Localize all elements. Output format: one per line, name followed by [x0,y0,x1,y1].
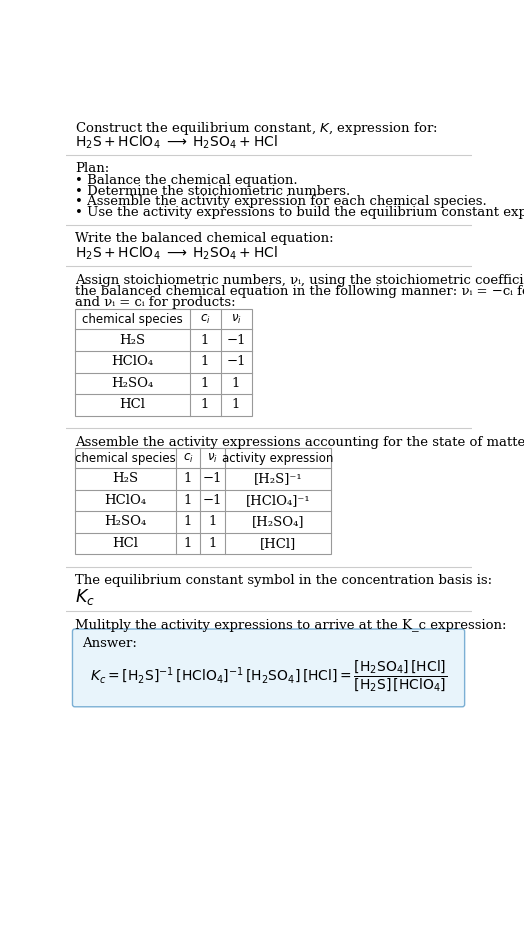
Text: −1: −1 [226,334,246,346]
Text: $\mathrm{H_2S + HClO_4 \;\longrightarrow\; H_2SO_4 + HCl}$: $\mathrm{H_2S + HClO_4 \;\longrightarrow… [75,245,278,262]
Text: HCl: HCl [119,399,145,412]
Text: activity expression: activity expression [222,452,334,465]
Text: $\nu_i$: $\nu_i$ [208,452,218,465]
Text: $c_i$: $c_i$ [182,452,193,465]
Text: 1: 1 [184,493,192,507]
Text: $\nu_i$: $\nu_i$ [231,313,242,326]
Text: −1: −1 [203,493,223,507]
Text: H₂SO₄: H₂SO₄ [104,515,146,529]
Text: $c_i$: $c_i$ [200,313,210,326]
Text: Plan:: Plan: [75,162,109,176]
Text: Mulitply the activity expressions to arrive at the K_c expression:: Mulitply the activity expressions to arr… [75,619,506,632]
Text: 1: 1 [232,377,240,390]
Text: Write the balanced chemical equation:: Write the balanced chemical equation: [75,233,333,246]
Text: −1: −1 [226,355,246,368]
FancyBboxPatch shape [72,629,465,707]
Text: Construct the equilibrium constant, $K$, expression for:: Construct the equilibrium constant, $K$,… [75,120,438,137]
Text: • Use the activity expressions to build the equilibrium constant expression.: • Use the activity expressions to build … [75,206,524,219]
Text: Assign stoichiometric numbers, νᵢ, using the stoichiometric coefficients, cᵢ, fr: Assign stoichiometric numbers, νᵢ, using… [75,274,524,287]
Text: 1: 1 [201,399,209,412]
Bar [75,448,331,554]
Bar [75,309,252,416]
Text: $K_c$: $K_c$ [75,586,95,606]
Text: [H₂SO₄]: [H₂SO₄] [252,515,304,529]
Text: 1: 1 [209,515,217,529]
Text: [H₂S]⁻¹: [H₂S]⁻¹ [254,473,302,485]
Text: • Balance the chemical equation.: • Balance the chemical equation. [75,174,298,187]
Text: 1: 1 [201,377,209,390]
Text: [HClO₄]⁻¹: [HClO₄]⁻¹ [246,493,310,507]
Text: chemical species: chemical species [82,313,182,326]
Text: 1: 1 [201,334,209,346]
Text: • Assemble the activity expression for each chemical species.: • Assemble the activity expression for e… [75,195,487,209]
Text: The equilibrium constant symbol in the concentration basis is:: The equilibrium constant symbol in the c… [75,574,492,587]
Text: HCl: HCl [112,537,138,550]
Text: $K_c = [\mathrm{H_2S}]^{-1}\,[\mathrm{HClO_4}]^{-1}\,[\mathrm{H_2SO_4}]\,[\mathr: $K_c = [\mathrm{H_2S}]^{-1}\,[\mathrm{HC… [90,659,447,694]
Text: HClO₄: HClO₄ [111,355,153,368]
Text: H₂S: H₂S [112,473,138,485]
Text: H₂S: H₂S [119,334,145,346]
Text: −1: −1 [203,473,223,485]
Text: • Determine the stoichiometric numbers.: • Determine the stoichiometric numbers. [75,185,350,197]
Text: HClO₄: HClO₄ [104,493,146,507]
Text: Assemble the activity expressions accounting for the state of matter and νᵢ:: Assemble the activity expressions accoun… [75,436,524,449]
Text: 1: 1 [232,399,240,412]
Text: [HCl]: [HCl] [260,537,296,550]
Text: 1: 1 [184,515,192,529]
Text: 1: 1 [209,537,217,550]
Text: the balanced chemical equation in the following manner: νᵢ = −cᵢ for reactants: the balanced chemical equation in the fo… [75,285,524,298]
Text: $\mathrm{H_2S + HClO_4 \;\longrightarrow\; H_2SO_4 + HCl}$: $\mathrm{H_2S + HClO_4 \;\longrightarrow… [75,133,278,151]
Text: 1: 1 [201,355,209,368]
Text: and νᵢ = cᵢ for products:: and νᵢ = cᵢ for products: [75,295,235,308]
Text: Answer:: Answer: [83,638,137,650]
Text: 1: 1 [184,537,192,550]
Text: H₂SO₄: H₂SO₄ [111,377,154,390]
Text: 1: 1 [184,473,192,485]
Text: chemical species: chemical species [75,452,176,465]
